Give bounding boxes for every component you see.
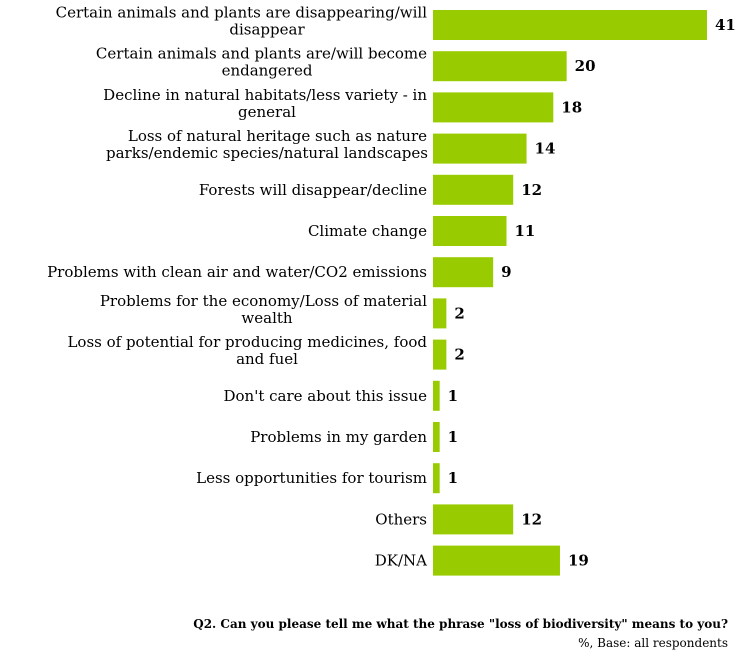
category-label-13: DK/NA: [375, 552, 427, 570]
bar-11: [433, 463, 440, 494]
category-label-1: Certain animals and plants are/will beco…: [96, 45, 427, 80]
value-label-1: 20: [575, 57, 596, 75]
bar-10: [433, 422, 440, 452]
category-label-5: Climate change: [308, 222, 427, 240]
bar-6: [433, 257, 494, 288]
value-label-8: 2: [454, 346, 464, 364]
value-label-5: 11: [515, 222, 536, 240]
bar-1: [433, 51, 567, 82]
category-label-3: Loss of natural heritage such as nature p…: [106, 127, 428, 162]
value-label-13: 19: [568, 552, 589, 570]
question-text: Q2. Can you please tell me what the phra…: [193, 617, 728, 631]
value-label-9: 1: [448, 387, 458, 405]
bar-2: [433, 92, 554, 123]
bar-3: [433, 133, 527, 164]
bar-13: [433, 545, 560, 576]
category-label-6: Problems with clean air and water/CO2 em…: [47, 263, 427, 281]
bar-8: [433, 339, 447, 370]
value-label-4: 12: [521, 181, 542, 199]
category-label-8: Loss of potential for producing medicine…: [67, 333, 427, 368]
category-label-4: Forests will disappear/decline: [199, 181, 427, 199]
value-label-11: 1: [448, 469, 458, 487]
value-label-0: 41: [715, 16, 736, 34]
bar-5: [433, 216, 507, 246]
category-label-0: Certain animals and plants are disappear…: [56, 4, 428, 39]
category-label-2: Decline in natural habitats/less variety…: [103, 86, 427, 121]
value-label-7: 2: [454, 304, 464, 322]
bar-12: [433, 504, 514, 535]
bar-7: [433, 298, 447, 329]
category-label-11: Less opportunities for tourism: [196, 469, 427, 487]
bar-0: [433, 10, 707, 40]
category-label-10: Problems in my garden: [250, 428, 427, 446]
value-label-3: 14: [535, 140, 556, 158]
value-label-12: 12: [521, 510, 542, 528]
value-label-6: 9: [501, 263, 511, 281]
category-label-7: Problems for the economy/Loss of materia…: [100, 292, 427, 327]
bar-9: [433, 380, 440, 411]
bar-4: [433, 174, 514, 205]
base-note: %, Base: all respondents: [578, 636, 728, 650]
category-label-12: Others: [375, 510, 427, 528]
category-label-9: Don't care about this issue: [223, 387, 427, 405]
value-label-2: 18: [561, 98, 582, 116]
value-label-10: 1: [448, 428, 458, 446]
